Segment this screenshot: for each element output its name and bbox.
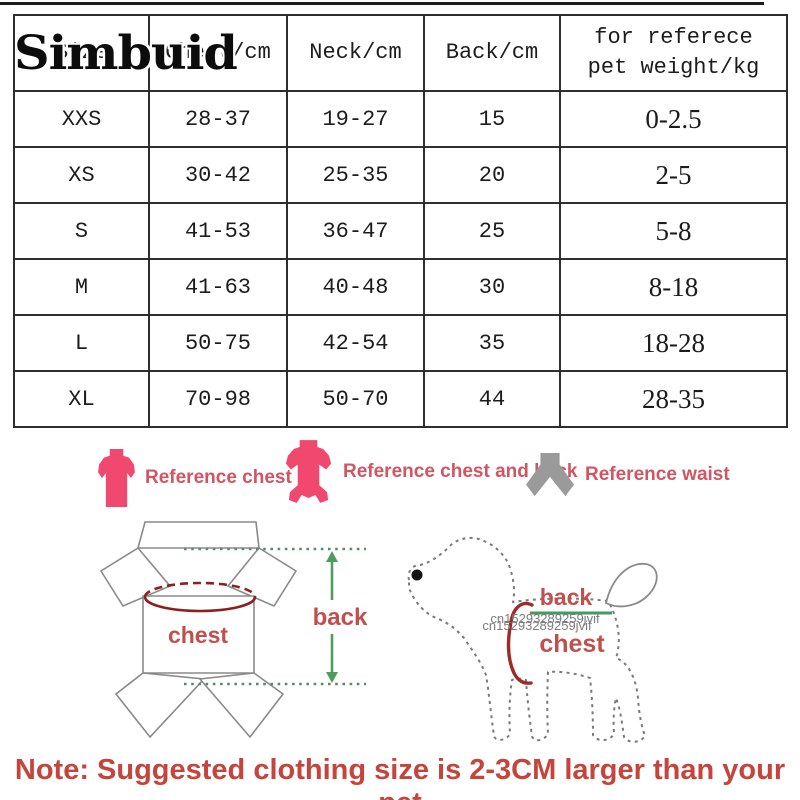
dog-diagram: back cn15293289259jvif cn15293289259jvif… [407, 536, 658, 743]
chest-cell: 30-42 [148, 146, 288, 204]
garment-collar [136, 521, 260, 549]
chest-cell: 50-75 [148, 314, 288, 372]
dog-back-label: back [540, 584, 593, 610]
neck-cell: 19-27 [286, 90, 425, 148]
legend-label: Reference chest and back [343, 460, 578, 482]
header-weight-line1: for referece [594, 25, 753, 51]
garment-right-sleeve [226, 546, 298, 608]
size-cell: M [13, 258, 150, 316]
header-weight-line2: pet weight/kg [587, 55, 760, 80]
header-neck: Neck/cm [286, 14, 425, 92]
legend-label: Reference chest [145, 467, 292, 488]
table-row: L 50-75 42-54 35 18-28 [13, 314, 788, 372]
size-table: Size Chest/cm Neck/cm Back/cm for refere… [13, 14, 788, 428]
chest-cell: 41-53 [148, 202, 288, 260]
dog-nose-dot [411, 569, 423, 581]
dog-chest-label: chest [539, 630, 605, 658]
brand-logo-watermark: Simbuid [14, 26, 238, 81]
garment-left-sleeve [99, 546, 172, 608]
bodysuit-icon [285, 440, 332, 503]
weight-cell: 5-8 [559, 202, 788, 260]
weight-cell: 0-2.5 [559, 90, 788, 148]
table-row: XL 70-98 50-70 44 28-35 [13, 370, 788, 428]
chest-girth-dashed [143, 581, 257, 598]
size-cell: S [13, 202, 150, 260]
chest-cell: 41-63 [148, 258, 288, 316]
neck-cell: 40-48 [286, 258, 425, 316]
waist-piece-icon [526, 452, 574, 497]
dog-body-outline [407, 536, 646, 743]
top-crop-line [0, 2, 764, 5]
neck-cell: 50-70 [286, 370, 425, 428]
back-cell: 44 [423, 370, 561, 428]
garment-back-label: back [313, 604, 368, 631]
dog-chest-girth-curve [506, 601, 534, 685]
table-row: XXS 28-37 19-27 15 0-2.5 [13, 90, 788, 148]
neck-cell: 25-35 [286, 146, 425, 204]
back-cell: 15 [423, 90, 561, 148]
table-row: M 41-63 40-48 30 8-18 [13, 258, 788, 316]
chest-girth-solid [143, 596, 257, 613]
vest-front-icon [98, 448, 135, 508]
legend-item-chest-and-back: Reference chest and back [283, 439, 577, 504]
garment-diagram: chest back [99, 521, 368, 739]
table-row: XS 30-42 25-35 20 2-5 [13, 146, 788, 204]
header-size: Size [13, 14, 150, 92]
watermark-text: cn15293289259jvif [490, 611, 600, 626]
size-cell: L [13, 314, 150, 372]
neck-cell: 36-47 [286, 202, 425, 260]
legend-item-chest: Reference chest [97, 448, 292, 508]
size-note: Note: Suggested clothing size is 2-3CM l… [14, 754, 786, 800]
measurement-diagrams: chest back back cn15293289259jvif cn1529… [99, 521, 658, 743]
header-weight: for referece pet weight/kg [559, 14, 788, 92]
back-cell: 25 [423, 202, 561, 260]
header-chest: Chest/cm [148, 14, 288, 92]
neck-cell: 42-54 [286, 314, 425, 372]
weight-cell: 8-18 [559, 258, 788, 316]
arrowhead-up-icon [326, 551, 338, 562]
header-back: Back/cm [423, 14, 561, 92]
weight-cell: 18-28 [559, 314, 788, 372]
chest-cell: 70-98 [148, 370, 288, 428]
back-cell: 20 [423, 146, 561, 204]
garment-chest-label: chest [168, 622, 228, 648]
size-cell: XS [13, 146, 150, 204]
weight-cell: 28-35 [559, 370, 788, 428]
size-cell: XXS [13, 90, 150, 148]
legend-label: Reference waist [585, 464, 730, 485]
table-header-row: Size Chest/cm Neck/cm Back/cm for refere… [13, 14, 788, 92]
size-cell: XL [13, 370, 150, 428]
back-cell: 35 [423, 314, 561, 372]
garment-left-leg [114, 672, 206, 739]
dog-tail-outline [604, 563, 658, 608]
chest-cell: 28-37 [148, 90, 288, 148]
table-row: S 41-53 36-47 25 5-8 [13, 202, 788, 260]
legend-item-waist: Reference waist [524, 452, 730, 498]
back-cell: 30 [423, 258, 561, 316]
weight-cell: 2-5 [559, 146, 788, 204]
watermark-text: cn15293289259jvif [482, 618, 592, 633]
garment-right-leg [198, 672, 285, 739]
arrowhead-down-icon [326, 672, 338, 683]
